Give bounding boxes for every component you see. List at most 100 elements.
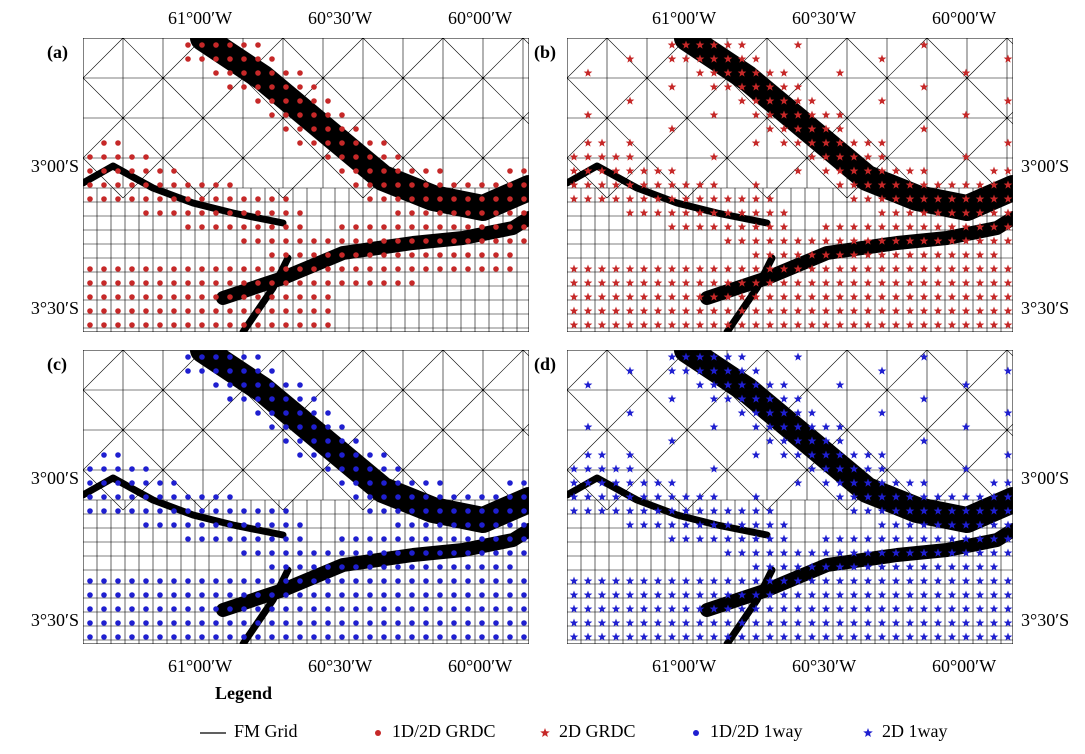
marker <box>297 294 303 300</box>
marker <box>723 394 733 403</box>
marker <box>891 166 901 175</box>
marker <box>709 422 719 431</box>
marker <box>255 508 261 514</box>
marker <box>863 250 873 259</box>
marker <box>269 606 275 612</box>
marker <box>905 278 915 287</box>
lat-label: 3°30′S <box>31 298 79 318</box>
marker <box>611 320 621 329</box>
marker <box>381 564 387 570</box>
marker <box>667 604 677 613</box>
marker <box>807 422 817 431</box>
marker <box>101 606 107 612</box>
marker <box>227 606 233 612</box>
marker <box>625 576 635 585</box>
marker <box>493 522 499 528</box>
marker <box>451 266 457 272</box>
marker <box>821 292 831 301</box>
marker <box>905 236 915 245</box>
marker <box>437 266 443 272</box>
marker <box>569 506 579 515</box>
marker <box>171 266 177 272</box>
marker <box>199 508 205 514</box>
marker <box>737 408 747 417</box>
marker <box>863 590 873 599</box>
marker <box>975 180 985 189</box>
marker <box>919 194 929 203</box>
marker <box>751 618 761 627</box>
marker <box>961 548 971 557</box>
marker <box>667 208 677 217</box>
marker <box>507 480 513 486</box>
marker <box>611 632 621 641</box>
marker <box>611 618 621 627</box>
marker <box>87 508 93 514</box>
marker <box>297 224 303 230</box>
marker <box>115 140 121 146</box>
marker <box>1003 632 1013 641</box>
marker <box>681 576 691 585</box>
marker <box>101 280 107 286</box>
marker <box>583 604 593 613</box>
marker <box>157 620 163 626</box>
marker <box>115 578 121 584</box>
marker <box>709 208 719 217</box>
marker <box>129 280 135 286</box>
marker <box>353 480 359 486</box>
marker <box>793 436 803 445</box>
marker <box>507 168 513 174</box>
marker <box>283 196 289 202</box>
marker <box>877 306 887 315</box>
marker <box>269 578 275 584</box>
marker <box>891 632 901 641</box>
marker <box>185 494 191 500</box>
marker <box>451 508 457 514</box>
marker <box>583 306 593 315</box>
marker <box>479 508 485 514</box>
marker <box>353 592 359 598</box>
marker <box>479 494 485 500</box>
marker <box>611 604 621 613</box>
marker <box>849 562 859 571</box>
marker <box>269 564 275 570</box>
marker <box>793 548 803 557</box>
marker <box>171 182 177 188</box>
marker <box>821 478 831 487</box>
marker <box>199 368 205 374</box>
marker <box>625 590 635 599</box>
marker <box>283 410 289 416</box>
marker <box>807 138 817 147</box>
marker <box>849 152 859 161</box>
marker <box>297 238 303 244</box>
marker <box>695 604 705 613</box>
marker <box>199 308 205 314</box>
marker <box>821 576 831 585</box>
marker <box>751 604 761 613</box>
marker <box>975 250 985 259</box>
marker <box>269 382 275 388</box>
marker <box>115 182 121 188</box>
marker <box>339 168 345 174</box>
marker <box>269 252 275 258</box>
marker <box>171 592 177 598</box>
marker <box>339 550 345 556</box>
marker <box>395 634 401 640</box>
marker <box>625 450 635 459</box>
marker <box>185 224 191 230</box>
marker <box>507 606 513 612</box>
map-panel <box>83 38 529 332</box>
marker <box>737 534 747 543</box>
marker <box>625 632 635 641</box>
marker <box>199 592 205 598</box>
marker <box>989 520 999 529</box>
marker <box>765 236 775 245</box>
marker <box>653 590 663 599</box>
marker <box>297 522 303 528</box>
marker <box>919 180 929 189</box>
marker <box>569 590 579 599</box>
marker <box>493 536 499 542</box>
marker <box>409 494 415 500</box>
marker <box>639 180 649 189</box>
marker <box>1003 236 1013 245</box>
marker <box>325 126 331 132</box>
